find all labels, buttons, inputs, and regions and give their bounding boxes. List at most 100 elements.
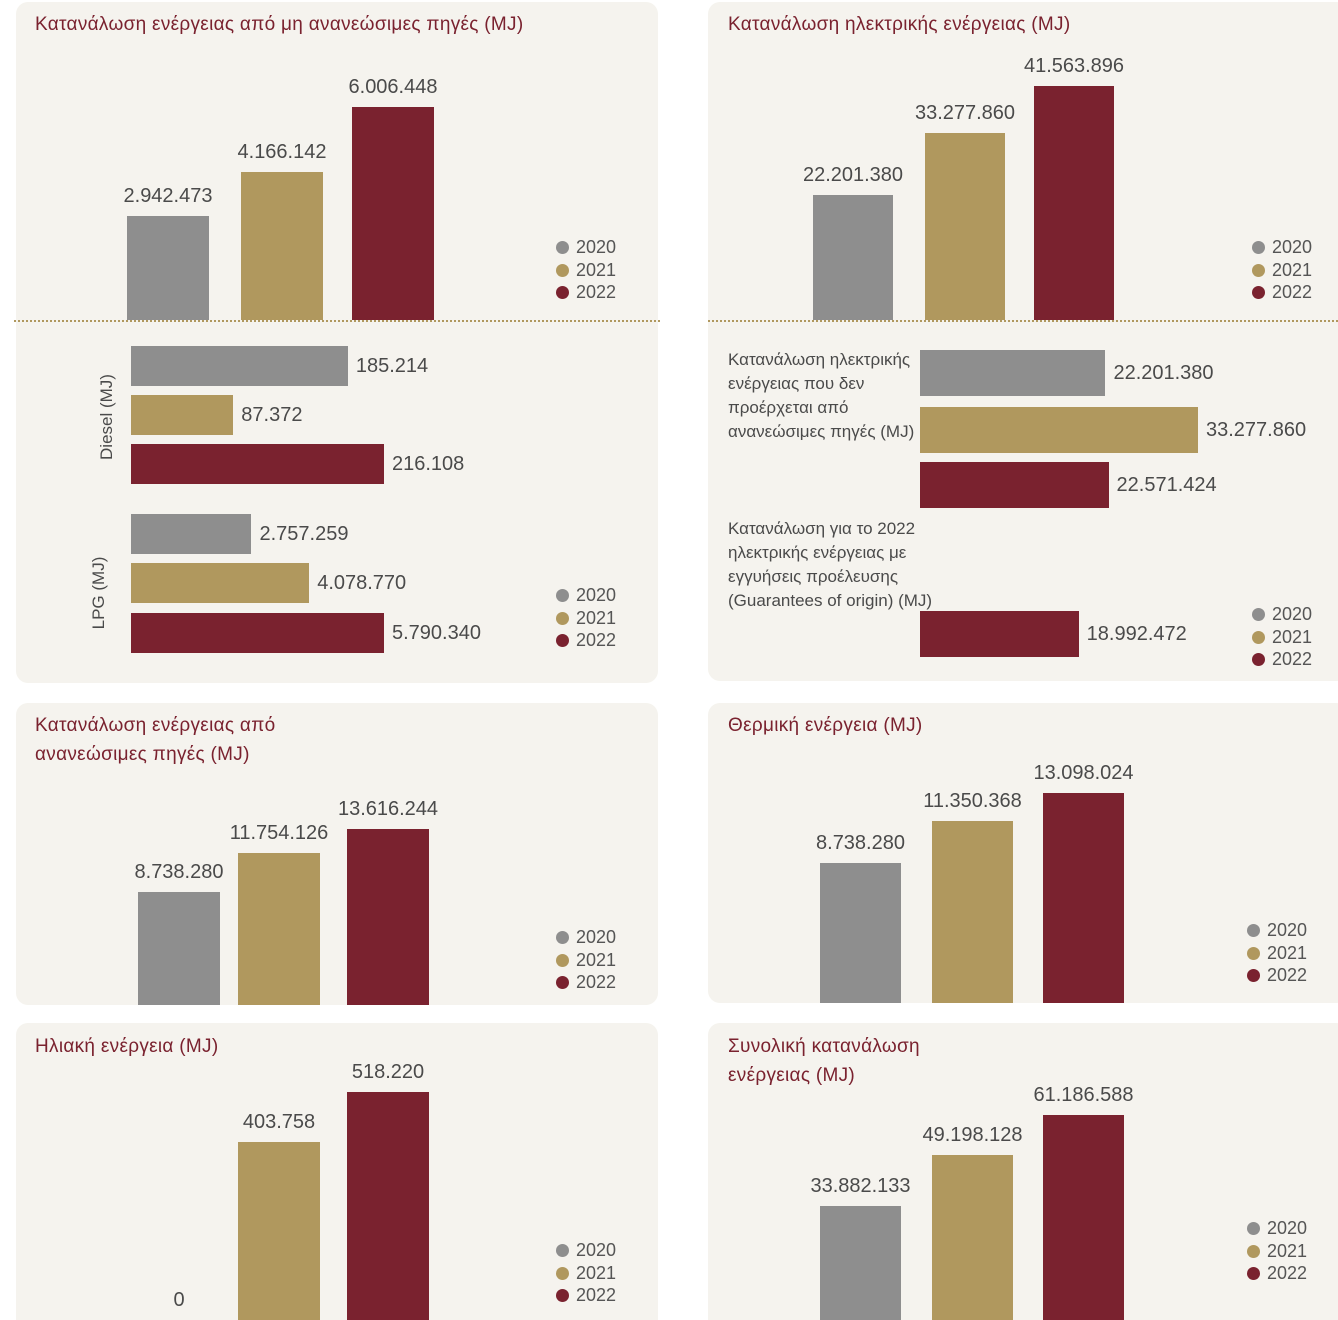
value-label: 4.078.770 [317, 572, 407, 594]
value-label: 2.757.259 [259, 523, 349, 545]
legend-label: 2020 [576, 237, 617, 257]
legend-dot [1247, 946, 1260, 960]
category-label: Κατανάλωση ηλεκτρικής ενέργειας που δεν … [728, 350, 915, 441]
value-label: 13.616.244 [337, 798, 439, 820]
divider [708, 320, 1338, 322]
legend-label: 2021 [1272, 626, 1313, 647]
chart-title: Θερμική ενέργεια (MJ) [728, 715, 923, 736]
legend-dot [1252, 653, 1265, 666]
legend-label: 2021 [576, 607, 617, 628]
panel [708, 1023, 1338, 1320]
legend-label: 2021 [576, 259, 617, 280]
legend-label: 2020 [576, 585, 617, 605]
panel [16, 703, 658, 1005]
legend-label: 2020 [576, 927, 617, 947]
value-label: 22.571.424 [1116, 474, 1217, 496]
legend-dot [556, 1289, 569, 1302]
bar [131, 444, 384, 484]
value-label: 185.214 [355, 355, 429, 377]
category-label: LPG (MJ) [89, 556, 108, 630]
bar [131, 613, 384, 653]
legend-label: 2022 [1267, 1263, 1308, 1283]
value-label: 33.882.133 [810, 1175, 911, 1198]
value-label: 4.166.142 [237, 141, 327, 164]
value-label: 33.277.860 [1206, 419, 1307, 441]
legend-label: 2022 [576, 282, 617, 302]
legend-label: 2021 [576, 1262, 617, 1283]
legend-dot [556, 1266, 569, 1280]
bar [347, 829, 429, 1005]
legend-label: 2020 [576, 1240, 617, 1260]
panel [708, 2, 1338, 681]
legend-label: 2022 [1272, 282, 1313, 302]
legend-dot [1252, 286, 1265, 299]
bar [820, 1206, 901, 1320]
bar [241, 172, 323, 320]
legend-label: 2021 [1267, 1240, 1308, 1261]
legend-dot [1252, 241, 1265, 254]
value-label: 33.277.860 [914, 101, 1016, 124]
chart-title: Κατανάλωση ενέργειας από μη ανανεώσιμες … [35, 14, 524, 35]
bar [127, 215, 209, 320]
legend-label: 2022 [1267, 965, 1308, 985]
legend-dot [556, 931, 569, 944]
bar [813, 195, 893, 320]
legend-dot [1247, 1244, 1260, 1258]
bar [1034, 86, 1114, 320]
legend-label: 2021 [1267, 942, 1308, 963]
bar [131, 395, 234, 435]
value-label: 22.201.380 [1113, 362, 1214, 384]
bar [932, 1155, 1013, 1320]
value-label: 41.563.896 [1023, 55, 1125, 77]
bar [932, 821, 1013, 1003]
chart-title: Κατανάλωση ενέργειας από ανανεώσιμες πηγ… [35, 715, 276, 765]
legend-label: 2020 [1267, 920, 1308, 940]
legend-label: 2022 [576, 972, 617, 992]
value-label: 61.186.588 [1033, 1084, 1134, 1106]
bar [1043, 793, 1124, 1003]
panel [708, 703, 1338, 1003]
bar [238, 1142, 320, 1320]
bar [925, 132, 1005, 320]
value-label: 11.350.368 [923, 790, 1022, 813]
legend-dot [556, 286, 569, 299]
category-label: Κατανάλωση για το 2022 ηλεκτρικής ενέργε… [728, 519, 933, 610]
bar [131, 514, 252, 554]
chart-title: Κατανάλωση ηλεκτρικής ενέργειας (MJ) [728, 14, 1071, 35]
legend-dot [1252, 630, 1265, 644]
legend-label: 2020 [1272, 604, 1313, 624]
legend-label: 2021 [576, 949, 617, 970]
value-label: 2.942.473 [123, 184, 213, 207]
legend-dot [556, 589, 569, 602]
legend-label: 2022 [1272, 649, 1313, 669]
legend-label: 2022 [576, 630, 617, 650]
legend-dot [1252, 263, 1265, 277]
value-label: 87.372 [241, 404, 303, 426]
bar [920, 407, 1198, 453]
legend-dot [1252, 608, 1265, 621]
value-label: 49.198.128 [922, 1124, 1023, 1147]
bar [138, 892, 220, 1005]
legend-dot [556, 976, 569, 989]
bar [920, 350, 1106, 396]
panel [16, 2, 658, 683]
value-label: 216.108 [392, 453, 465, 475]
legend-dot [1247, 1267, 1260, 1280]
value-label: 22.201.380 [802, 164, 904, 186]
legend-dot [556, 953, 569, 967]
panel [16, 1023, 658, 1320]
bar [131, 563, 310, 603]
chart-title: Ηλιακή ενέργεια (MJ) [35, 1036, 219, 1057]
legend-dot [1247, 969, 1260, 982]
value-label: 403.758 [242, 1111, 316, 1134]
value-label: 18.992.472 [1086, 623, 1187, 645]
bar [352, 107, 434, 320]
legend-dot [556, 634, 569, 647]
legend-dot [556, 241, 569, 254]
bar [347, 1092, 429, 1320]
legend-dot [1247, 924, 1260, 937]
value-label: 8.738.280 [816, 831, 905, 854]
bar [820, 862, 901, 1003]
legend-label: 2020 [1272, 237, 1313, 257]
